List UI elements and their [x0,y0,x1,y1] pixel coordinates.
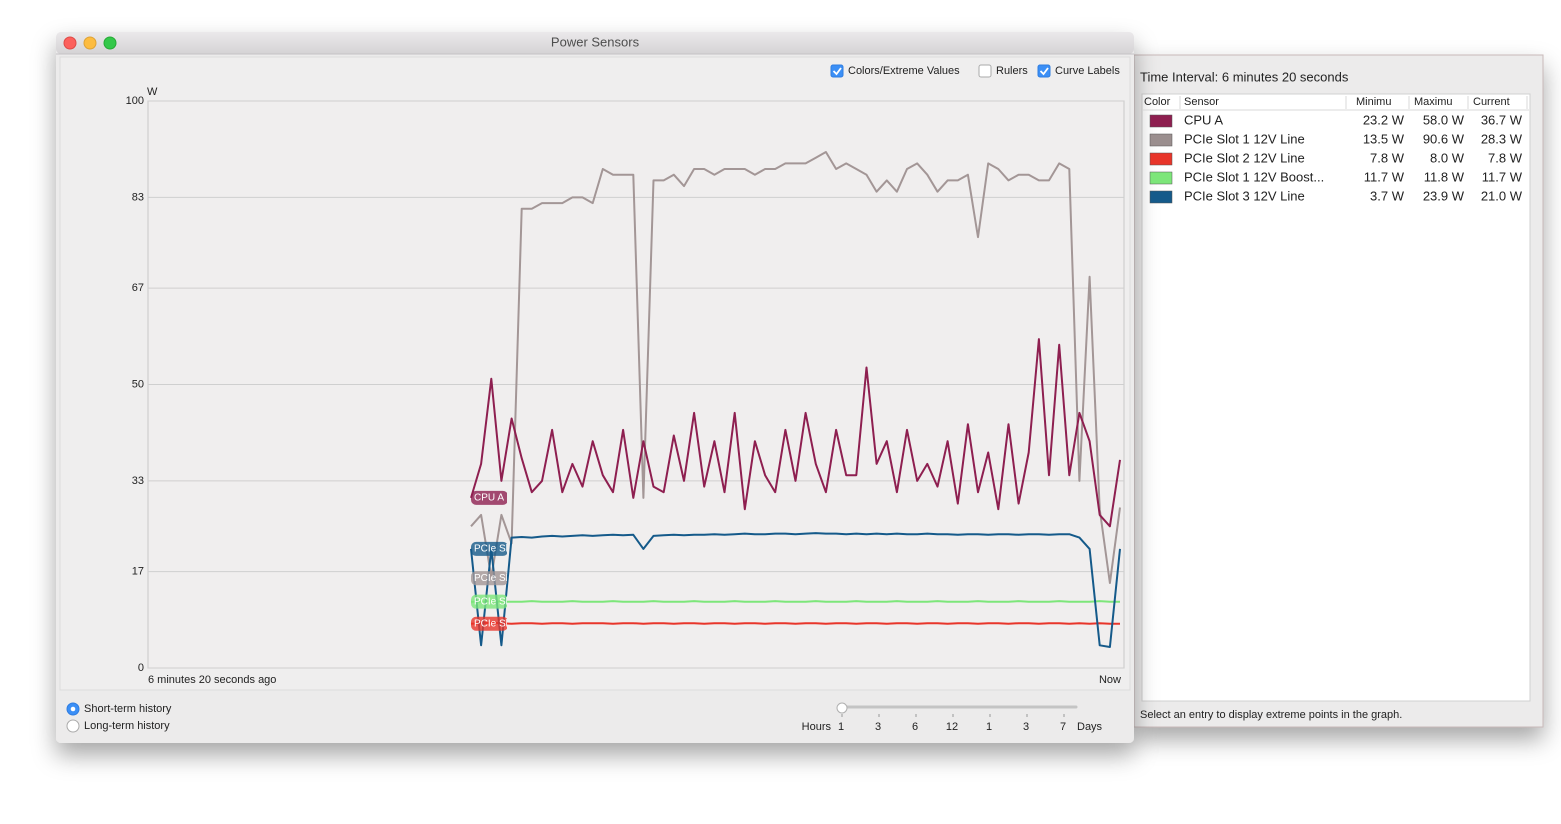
curve-label: PCIe Slot 2 12V Line [474,618,567,629]
sensor-name[interactable]: PCIe Slot 3 12V Line [1184,188,1305,203]
slider-tick-label: 12 [946,721,958,733]
sensor-value: 28.3 W [1481,131,1523,146]
curve-label-bg [471,594,507,609]
sensor-value: 90.6 W [1423,131,1465,146]
sensor-value: 7.8 W [1488,150,1523,165]
radio-button[interactable] [66,719,80,733]
color-swatch [1149,190,1173,204]
slider-tick-label: 1 [838,721,844,733]
sensor-value: 7.8 W [1370,150,1405,165]
sensor-value: 11.7 W [1364,169,1405,184]
slider-knob[interactable] [836,702,848,714]
checkbox-label: Rulers [996,65,1028,77]
column-header: Current [1473,96,1510,108]
close-button[interactable] [63,36,77,50]
checkbox[interactable] [1037,64,1051,78]
checkbox[interactable] [830,64,844,78]
slider-left-label: Hours [802,721,832,733]
series-line [471,600,1120,603]
y-tick-label: 100 [126,95,144,107]
slider-right-label: Days [1077,721,1103,733]
y-tick-label: 17 [132,566,144,578]
radio-label: Short-term history [84,703,172,715]
sensor-table [1141,93,1531,702]
sensor-value: 3.7 W [1370,188,1405,203]
column-header: Color [1144,96,1171,108]
sensor-name[interactable]: PCIe Slot 1 12V Line [1184,131,1305,146]
curve-label-bg [471,616,507,631]
sensor-value: 13.5 W [1363,131,1405,146]
sensor-value: 58.0 W [1423,112,1465,127]
y-tick-label: 33 [132,475,144,487]
curve-labels: PCIe Slot 1 12V Line PCIe Slot 1 12V Boos… [471,490,582,631]
curve-label: CPU A [474,493,504,504]
title-bar [56,32,1134,54]
sensor-name[interactable]: CPU A [1184,112,1223,127]
hint-text: Select an entry to display extreme point… [1140,709,1402,721]
checkmark [832,67,842,76]
x-end-label: Now [1099,674,1121,686]
y-tick-label: 0 [138,662,144,674]
color-swatch [1149,152,1173,166]
series-line [470,151,1121,584]
color-swatch [1149,114,1173,128]
slider-tick-label: 7 [1060,721,1066,733]
y-tick-label: 67 [132,282,144,294]
slider-tick-label: 6 [912,721,918,733]
radio-dot [70,706,76,712]
curve-label: PCIe Slot 1 12V Boost... [474,596,582,607]
y-tick-label: 83 [132,191,144,203]
column-header: Minimu [1356,96,1391,108]
color-swatch [1149,171,1173,185]
curve-label: PCIe Slot 3 12V Line [474,544,567,555]
sensor-value: 8.0 W [1430,150,1465,165]
slider-tick-label: 1 [986,721,992,733]
window-title: Power Sensors [551,34,640,49]
curve-label: PCIe Slot 1 12V Line [474,573,567,584]
sensor-value: 23.2 W [1363,112,1405,127]
zoom-button[interactable] [103,36,117,50]
radio-label: Long-term history [84,720,170,732]
sensor-value: 23.9 W [1423,188,1465,203]
curve-label-bg [471,541,507,556]
sensor-value: 11.7 W [1482,169,1523,184]
checkbox-label: Curve Labels [1055,65,1120,77]
column-header: Maximu [1414,96,1453,108]
y-unit: W [147,86,158,98]
color-swatch [1149,133,1173,147]
slider-tick-label: 3 [1023,721,1029,733]
y-tick-label: 50 [132,378,144,390]
column-header: Sensor [1184,96,1219,108]
x-start-label: 6 minutes 20 seconds ago [148,674,276,686]
sensor-value: 11.8 W [1424,169,1465,184]
checkbox[interactable] [978,64,992,78]
minimize-button[interactable] [83,36,97,50]
series-line [470,532,1121,648]
curve-label-bg [471,490,507,505]
sensor-name[interactable]: PCIe Slot 2 12V Line [1184,150,1305,165]
curve-label-bg [471,571,507,586]
sensor-name[interactable]: PCIe Slot 1 12V Boost... [1184,169,1324,184]
checkmark [1039,67,1049,76]
series-line [470,338,1121,528]
sensor-value: 36.7 W [1481,112,1523,127]
slider-tick-label: 3 [875,721,881,733]
interval-text: Time Interval: 6 minutes 20 seconds [1140,69,1349,84]
sensor-value: 21.0 W [1481,188,1523,203]
checkbox-label: Colors/Extreme Values [848,65,960,77]
series-line [470,621,1120,625]
